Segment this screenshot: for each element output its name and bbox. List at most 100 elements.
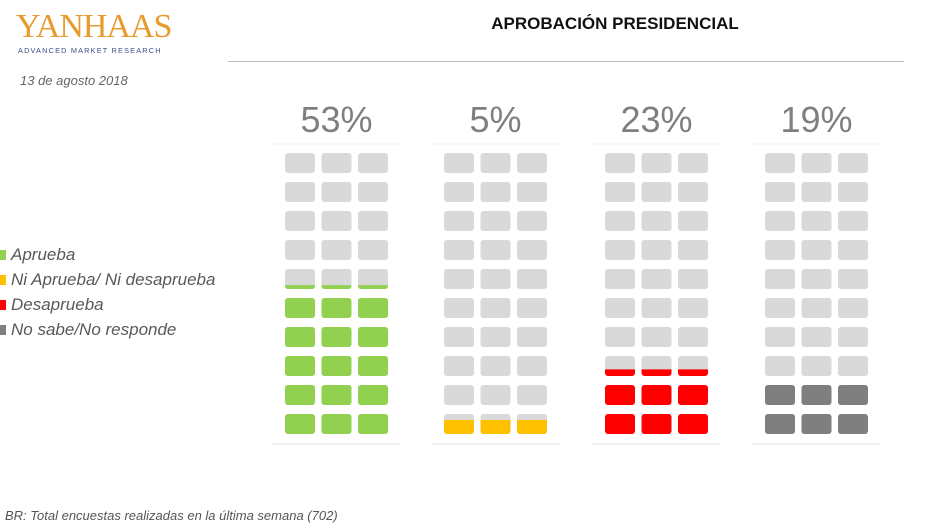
waffle-cell-filled — [480, 419, 511, 434]
legend-swatch — [0, 299, 6, 310]
waffle-cell-filled — [358, 356, 388, 376]
waffle-cell — [444, 240, 474, 260]
waffle-cell — [358, 182, 388, 202]
waffle-cell-filled — [321, 285, 352, 289]
percent-label: 53% — [300, 99, 372, 140]
percent-label: 23% — [620, 99, 692, 140]
waffle-cell-filled — [801, 385, 832, 405]
waffle-cell-filled — [605, 414, 635, 434]
waffle-cell — [605, 327, 635, 347]
waffle-cell — [801, 240, 832, 260]
legend-label: No sabe/No responde — [11, 319, 177, 339]
waffle-fill — [605, 369, 708, 434]
waffle-cell — [480, 356, 511, 376]
waffle-cell — [480, 298, 511, 318]
waffle-cell — [321, 269, 352, 289]
waffle-cell — [641, 211, 672, 231]
waffle-cell — [517, 327, 547, 347]
waffle-cell — [480, 327, 511, 347]
waffle-cell — [641, 182, 672, 202]
waffle-cell-filled — [321, 327, 352, 347]
logo-wordmark: YANHAAS — [16, 8, 172, 45]
waffle-cell-filled — [444, 419, 474, 434]
waffle-cell — [358, 211, 388, 231]
waffle-cell — [605, 182, 635, 202]
waffle-cell-filled — [321, 414, 352, 434]
waffle-cell — [678, 269, 708, 289]
waffle-cell — [517, 153, 547, 173]
waffle-cell — [444, 211, 474, 231]
waffle-cell — [641, 240, 672, 260]
waffle-cell — [678, 153, 708, 173]
waffle-cell — [517, 240, 547, 260]
waffle-cell — [765, 356, 795, 376]
waffle-cell-filled — [358, 285, 388, 289]
title-divider — [228, 61, 904, 62]
waffle-cell-filled — [801, 414, 832, 434]
waffle-cell — [605, 240, 635, 260]
waffle-cell — [444, 356, 474, 376]
waffle-cell — [285, 269, 315, 289]
waffle-cell-filled — [285, 298, 315, 318]
waffle-cell — [801, 269, 832, 289]
waffle-cell-filled — [358, 414, 388, 434]
waffle-cell — [285, 240, 315, 260]
waffle-cell-filled — [678, 414, 708, 434]
waffle-cell — [838, 298, 868, 318]
waffle-cell — [641, 327, 672, 347]
waffle-cell — [765, 240, 795, 260]
legend-swatch — [0, 249, 6, 260]
chart-title: APROBACIÓN PRESIDENCIAL — [491, 14, 739, 33]
waffle-cell — [444, 182, 474, 202]
waffle-cell-filled — [517, 419, 547, 434]
waffle-cell — [358, 153, 388, 173]
waffle-fill — [444, 419, 547, 434]
waffle-cell — [480, 211, 511, 231]
waffle-cell — [801, 211, 832, 231]
waffle-cell — [480, 269, 511, 289]
waffle-cell — [838, 240, 868, 260]
report-date: 13 de agosto 2018 — [20, 73, 128, 88]
waffle-cell — [321, 153, 352, 173]
waffle-cell — [444, 385, 474, 405]
waffle-cell — [444, 327, 474, 347]
waffle-cell-filled — [358, 385, 388, 405]
waffle-cell — [801, 327, 832, 347]
waffle-cell — [765, 327, 795, 347]
waffle-cell — [358, 269, 388, 289]
waffle-cell — [321, 182, 352, 202]
waffle-cell — [801, 182, 832, 202]
waffle-cell — [517, 211, 547, 231]
waffle-cell-filled — [605, 385, 635, 405]
waffle-cell-filled — [641, 369, 672, 376]
waffle-group: 53% — [272, 99, 401, 445]
waffle-cell — [838, 327, 868, 347]
waffle-cell — [285, 211, 315, 231]
waffle-cell — [678, 182, 708, 202]
sample-footnote: BR: Total encuestas realizadas en la últ… — [5, 508, 338, 523]
waffle-cell — [838, 269, 868, 289]
waffle-cell — [605, 211, 635, 231]
legend-item: Desaprueba — [0, 292, 215, 317]
percent-label: 19% — [780, 99, 852, 140]
waffle-cell — [444, 269, 474, 289]
waffle-cell — [480, 153, 511, 173]
waffle-cell-filled — [285, 285, 315, 289]
waffle-cell — [285, 153, 315, 173]
waffle-cell — [801, 298, 832, 318]
waffle-cell — [641, 153, 672, 173]
legend-label: Desaprueba — [11, 294, 104, 314]
waffle-cell-filled — [285, 385, 315, 405]
waffle-cell — [641, 269, 672, 289]
legend-item: Aprueba — [0, 242, 215, 267]
waffle-group: 5% — [431, 99, 560, 445]
percent-label: 5% — [469, 99, 521, 140]
waffle-cell — [765, 211, 795, 231]
waffle-cell-filled — [838, 414, 868, 434]
waffle-cell-filled — [321, 385, 352, 405]
waffle-cell — [321, 240, 352, 260]
waffle-cell — [765, 269, 795, 289]
logo-subtitle: ADVANCED MARKET RESEARCH — [18, 46, 162, 55]
legend-item: No sabe/No responde — [0, 317, 215, 342]
waffle-cell-filled — [285, 414, 315, 434]
